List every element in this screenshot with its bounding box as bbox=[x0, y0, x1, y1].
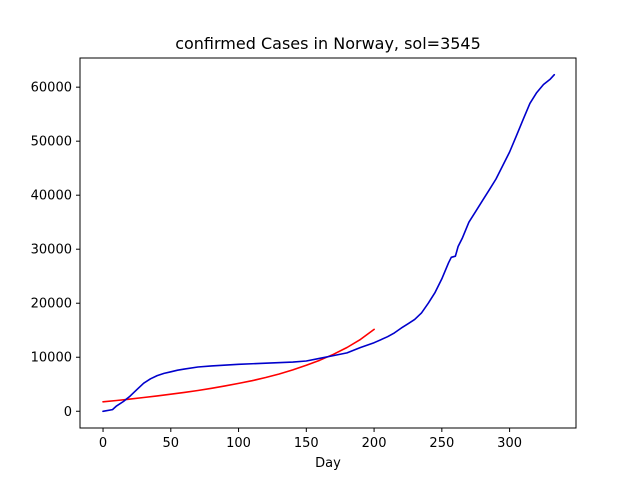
chart-title: confirmed Cases in Norway, sol=3545 bbox=[175, 34, 481, 53]
x-tick-label: 300 bbox=[497, 436, 522, 451]
x-tick-label: 200 bbox=[362, 436, 387, 451]
plot-area bbox=[102, 73, 556, 413]
x-tick-label: 50 bbox=[163, 436, 180, 451]
x-tick-label: 0 bbox=[99, 436, 107, 451]
x-tick-label: 150 bbox=[294, 436, 319, 451]
y-tick-label: 0 bbox=[64, 405, 72, 420]
axes-frame bbox=[79, 57, 577, 429]
y-tick-label: 60000 bbox=[31, 81, 72, 96]
confirmed-cases-line bbox=[102, 73, 556, 413]
x-axis-ticks: 0 50 100 150 200 250 300 bbox=[99, 428, 522, 451]
y-axis-ticks: 0 10000 20000 30000 40000 50000 60000 bbox=[31, 81, 80, 420]
x-tick-label: 100 bbox=[226, 436, 251, 451]
x-tick-label: 250 bbox=[429, 436, 454, 451]
y-tick-label: 20000 bbox=[31, 297, 72, 312]
x-axis-title: Day bbox=[315, 456, 341, 471]
y-tick-label: 30000 bbox=[31, 243, 72, 258]
series-layer bbox=[102, 73, 556, 413]
y-tick-label: 50000 bbox=[31, 135, 72, 150]
y-tick-label: 40000 bbox=[31, 189, 72, 204]
y-tick-label: 10000 bbox=[31, 351, 72, 366]
